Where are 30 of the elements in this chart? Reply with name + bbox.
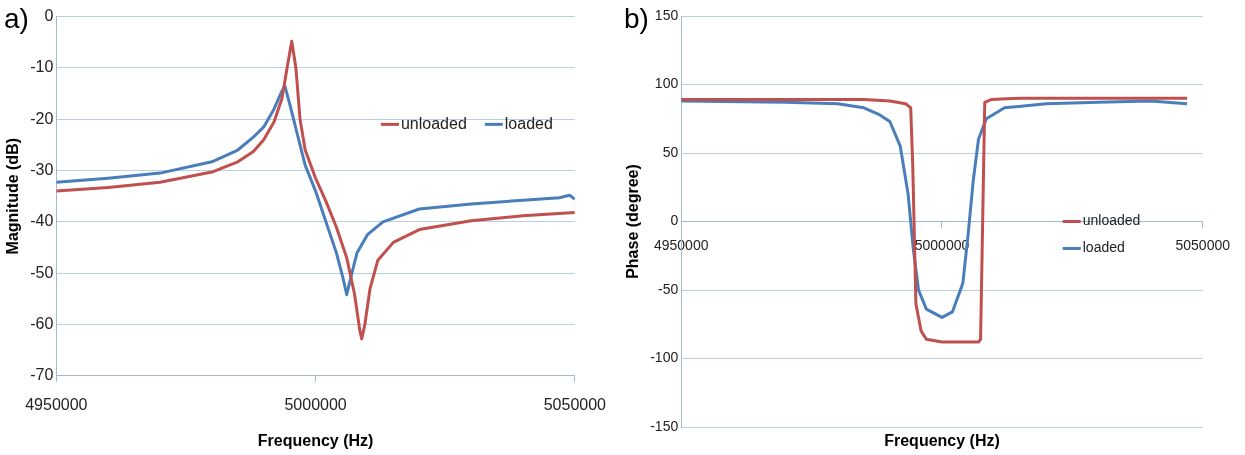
x-axis-title: Frequency (Hz) (257, 432, 374, 450)
x-axis-title: Frequency (Hz) (884, 432, 1000, 450)
y-tick-label: -60 (30, 314, 54, 332)
y-tick-label: -50 (657, 280, 679, 297)
y-tick-label: 0 (670, 212, 679, 229)
y-axis-title: Phase (degree) (624, 164, 642, 279)
x-tick-label: 5050000 (1175, 236, 1231, 253)
chart-title: b) (624, 2, 649, 34)
y-tick-label: -30 (30, 160, 54, 178)
x-tick-label: 4950000 (653, 236, 709, 253)
y-tick-label: -10 (30, 58, 54, 76)
y-tick-label: 100 (654, 75, 679, 92)
x-tick-label: 5050000 (543, 395, 607, 413)
y-tick-label: 150 (654, 6, 679, 23)
y-tick-label: 50 (662, 143, 679, 160)
y-tick-label: 0 (44, 7, 54, 25)
legend-label: loaded (504, 114, 553, 132)
legend-label: loaded (1082, 239, 1125, 256)
x-tick-label: 4950000 (25, 395, 88, 413)
y-tick-label: -50 (30, 263, 54, 281)
y-tick-label: -150 (650, 417, 679, 434)
y-tick-label: -20 (30, 109, 54, 127)
y-tick-label: -100 (650, 349, 679, 366)
x-tick-label: 5000000 (284, 395, 347, 413)
y-axis-title: Magnitude (dB) (4, 137, 22, 255)
legend-label: unloaded (400, 114, 467, 132)
chart-title: a) (4, 2, 29, 34)
y-tick-label: -40 (30, 212, 54, 230)
y-tick-label: -70 (30, 366, 54, 384)
legend-label: unloaded (1082, 212, 1141, 229)
